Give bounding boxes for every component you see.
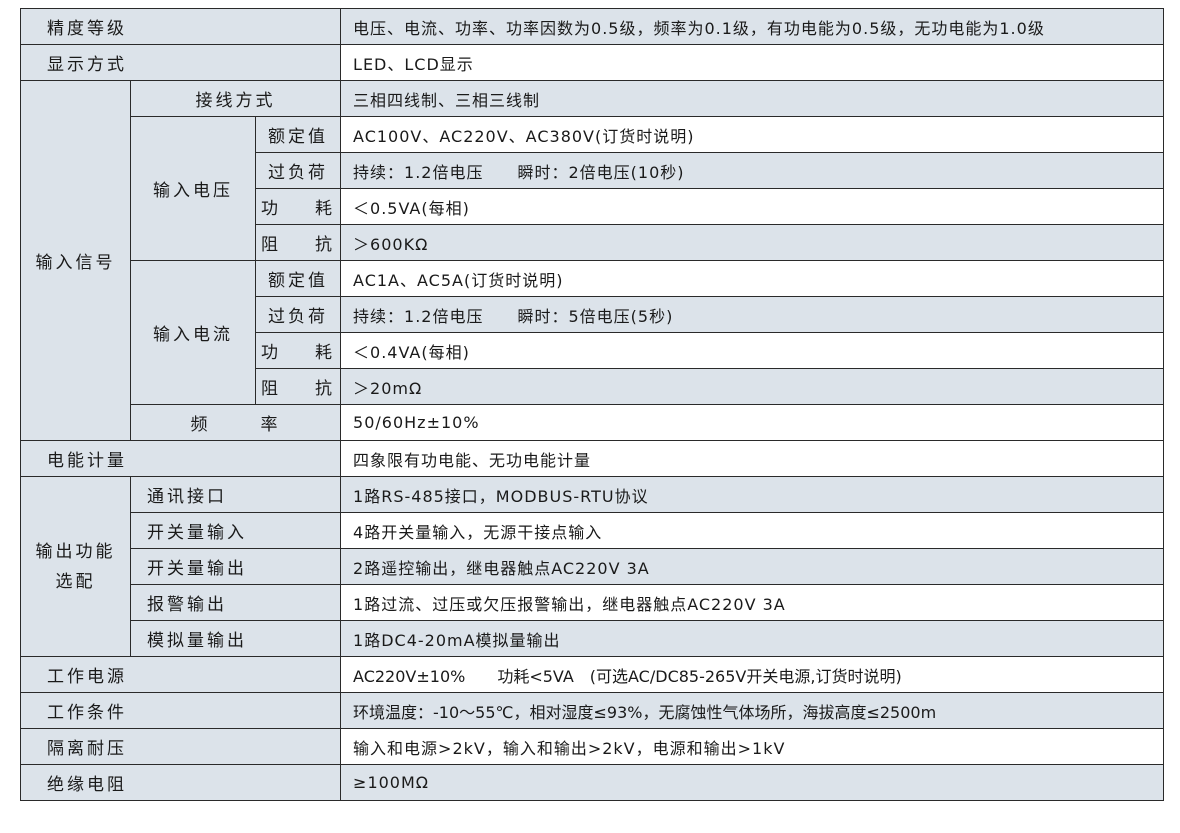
row-label: 电能计量 — [19, 440, 342, 477]
row-value: 输入和电源>2kV，输入和输出>2kV，电源和输出>1kV — [340, 728, 1165, 765]
row-label: 绝缘电阻 — [19, 764, 342, 801]
label-char: 率 — [260, 415, 281, 435]
row-label: 隔离耐压 — [19, 728, 342, 765]
table-row: 显示方式 LED、LCD显示 — [19, 44, 1165, 81]
table-row: 输出功能选配 通讯接口 1路RS-485接口，MODBUS-RTU协议 — [20, 476, 1165, 657]
row-label: 功耗 — [254, 188, 342, 225]
table-row: 报警输出 1路过流、过压或欠压报警输出，继电器触点AC220V 3A — [21, 584, 1165, 621]
label-line: 输出功能 — [35, 541, 116, 562]
table-row: 精度等级 电压、电流、功率、功率因数为0.5级，频率为0.1级，有功电能为0.5级… — [19, 8, 1165, 45]
table-row: 功耗＜0.5VA(每相) — [21, 188, 1165, 225]
row-value: 1路过流、过压或欠压报警输出，继电器触点AC220V 3A — [340, 584, 1165, 621]
row-label: 开关量输出 — [129, 548, 342, 585]
row-value: 50/60Hz±10% — [340, 404, 1165, 441]
table-row: 功耗＜0.4VA(每相) — [21, 332, 1165, 369]
row-label: 显示方式 — [19, 44, 342, 81]
row-value: 1路RS-485接口，MODBUS-RTU协议 — [340, 476, 1165, 513]
row-label: 模拟量输出 — [129, 620, 342, 657]
label-char: 抗 — [315, 379, 336, 399]
row-label: 阻抗 — [254, 368, 342, 405]
table-row: 绝缘电阻 ≥100MΩ — [19, 764, 1165, 801]
row-label: 工作电源 — [19, 656, 342, 693]
row-value: 持续：1.2倍电压 瞬时：2倍电压(10秒) — [340, 152, 1165, 189]
row-label: 精度等级 — [19, 8, 342, 45]
label-char: 功 — [261, 199, 282, 219]
group-label-output: 输出功能 选配 — [20, 476, 131, 657]
table-row: 过负荷 持续：1.2倍电压 瞬时：2倍电压(10秒) — [21, 152, 1165, 189]
table-row: 电能计量 四象限有功电能、无功电能计量 — [19, 440, 1165, 477]
table-row: 输入电压 额定值 AC100V、AC220V、AC380V(订货时说明) — [21, 116, 1165, 261]
row-value: ≥100MΩ — [340, 764, 1165, 801]
table-row: 输入电流 额定值 AC1A、AC5A(订货时说明) — [21, 260, 1165, 405]
label-char: 阻 — [261, 379, 282, 399]
row-label: 额定值 — [254, 260, 342, 297]
group-label-input-signal: 输入信号 — [20, 80, 131, 441]
row-label: 通讯接口 — [129, 476, 342, 513]
row-label: 过负荷 — [254, 152, 342, 189]
row-label: 额定值 — [254, 116, 342, 153]
row-label: 工作条件 — [19, 692, 342, 729]
row-label: 过负荷 — [254, 296, 342, 333]
label-char: 耗 — [315, 343, 336, 363]
row-label: 开关量输入 — [129, 512, 342, 549]
label-line: 选配 — [55, 571, 96, 592]
row-value: 电压、电流、功率、功率因数为0.5级，频率为0.1级，有功电能为0.5级，无功电… — [340, 8, 1165, 45]
row-value: ＜0.5VA(每相) — [340, 188, 1165, 225]
table-row: 模拟量输出 1路DC4-20mA模拟量输出 — [21, 620, 1165, 657]
table-row: 阻抗＞600KΩ — [21, 224, 1165, 261]
group-label-input-voltage: 输入电压 — [130, 116, 256, 261]
row-label: 接线方式 — [129, 80, 342, 117]
label-char: 耗 — [315, 199, 336, 219]
row-value: 三相四线制、三相三线制 — [340, 80, 1165, 117]
row-value: 持续：1.2倍电压 瞬时：5倍电压(5秒) — [340, 296, 1165, 333]
table-row: 隔离耐压 输入和电源>2kV，输入和输出>2kV，电源和输出>1kV — [19, 728, 1165, 765]
label-char: 阻 — [261, 235, 282, 255]
table-row: 开关量输出 2路遥控输出，继电器触点AC220V 3A — [21, 548, 1165, 585]
row-value: AC100V、AC220V、AC380V(订货时说明) — [340, 116, 1165, 153]
row-value: 4路开关量输入，无源干接点输入 — [340, 512, 1165, 549]
spec-table: 精度等级 电压、电流、功率、功率因数为0.5级，频率为0.1级，有功电能为0.5级… — [19, 8, 1165, 801]
row-value: ＞600KΩ — [340, 224, 1165, 261]
table-row: 工作电源 AC220V±10% 功耗<5VA (可选AC/DC85-265V开关电… — [19, 656, 1165, 693]
label-char: 频 — [190, 415, 211, 435]
row-value: ＞20mΩ — [340, 368, 1165, 405]
row-value: AC220V±10% 功耗<5VA (可选AC/DC85-265V开关电源,订货… — [340, 656, 1165, 693]
row-label: 报警输出 — [129, 584, 342, 621]
table-row: 输入信号 接线方式 三相四线制、三相三线制 — [20, 80, 1165, 441]
row-label: 阻抗 — [254, 224, 342, 261]
row-value: 环境温度：-10～55℃，相对湿度≤93%，无腐蚀性气体场所，海拔高度≤2500… — [340, 692, 1165, 729]
row-value: 四象限有功电能、无功电能计量 — [340, 440, 1165, 477]
row-label: 频率 — [129, 404, 342, 441]
row-value: 1路DC4-20mA模拟量输出 — [340, 620, 1165, 657]
row-value: AC1A、AC5A(订货时说明) — [340, 260, 1165, 297]
label-char: 功 — [261, 343, 282, 363]
table-row: 开关量输入 4路开关量输入，无源干接点输入 — [21, 512, 1165, 549]
table-row: 频率 50/60Hz±10% — [21, 404, 1165, 441]
group-label-input-current: 输入电流 — [130, 260, 256, 405]
table-row: 工作条件 环境温度：-10～55℃，相对湿度≤93%，无腐蚀性气体场所，海拔高度≤… — [19, 692, 1165, 729]
row-value: ＜0.4VA(每相) — [340, 332, 1165, 369]
label-char: 抗 — [315, 235, 336, 255]
row-value: LED、LCD显示 — [340, 44, 1165, 81]
row-value: 2路遥控输出，继电器触点AC220V 3A — [340, 548, 1165, 585]
row-label: 功耗 — [254, 332, 342, 369]
